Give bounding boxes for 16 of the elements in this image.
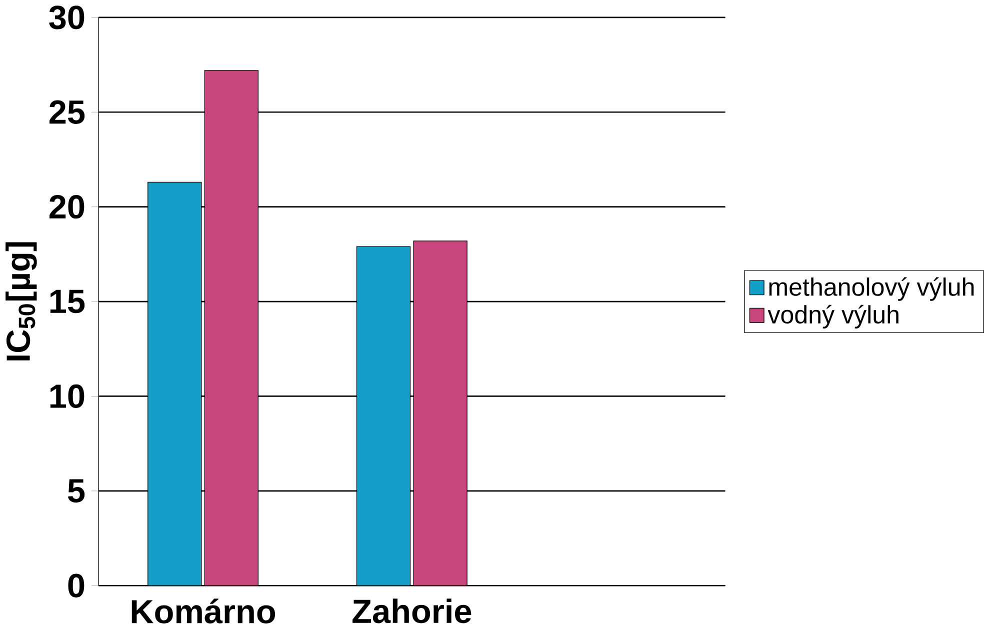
bar [148,182,202,586]
legend-label: methanolový výluh [769,277,974,301]
y-tick-label: 20 [50,194,84,219]
legend-label: vodný výluh [768,304,898,328]
y-tick-label: 30 [49,6,84,30]
x-tick-label: Zahorie [352,598,472,624]
y-tick-label: 25 [50,100,85,124]
bar [204,70,258,586]
x-tick-label: Komárno [132,598,276,624]
y-tick-label: 15 [50,290,85,314]
y-tick-label: 0 [68,574,84,598]
y-axis-title: IC$_{50}$[µg] [6,242,37,360]
bar [413,240,468,586]
y-tick-label: 10 [50,384,84,408]
bar [356,246,411,586]
y-tick-label: 5 [68,479,85,503]
